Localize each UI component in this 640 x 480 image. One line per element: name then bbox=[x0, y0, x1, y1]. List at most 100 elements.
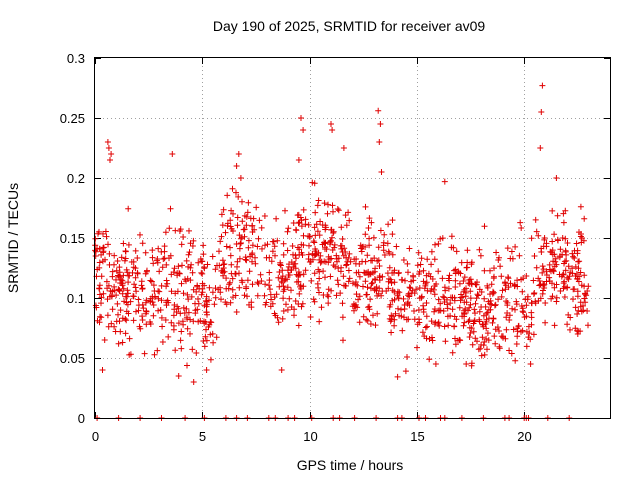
data-point bbox=[447, 300, 454, 307]
data-point bbox=[484, 282, 491, 289]
data-point bbox=[581, 215, 588, 222]
data-point bbox=[137, 325, 144, 332]
data-point bbox=[467, 288, 474, 295]
data-point bbox=[279, 279, 285, 286]
data-point bbox=[134, 270, 141, 277]
data-point bbox=[420, 278, 427, 285]
data-point bbox=[261, 292, 268, 299]
x-tick-label: 20 bbox=[517, 429, 531, 444]
data-point bbox=[285, 225, 292, 232]
data-point bbox=[164, 280, 171, 287]
data-point bbox=[201, 282, 208, 289]
data-point bbox=[122, 330, 129, 337]
data-point bbox=[460, 278, 467, 284]
data-point bbox=[418, 293, 425, 300]
data-point bbox=[452, 277, 459, 284]
data-point bbox=[386, 264, 393, 271]
data-point bbox=[272, 312, 279, 319]
data-point bbox=[585, 283, 592, 290]
data-point bbox=[280, 295, 287, 302]
data-point bbox=[193, 350, 200, 356]
data-point bbox=[322, 222, 329, 229]
data-point bbox=[305, 221, 312, 228]
data-point bbox=[257, 271, 264, 278]
data-point bbox=[150, 312, 157, 319]
data-point bbox=[498, 273, 505, 280]
data-point bbox=[422, 324, 429, 331]
data-point bbox=[147, 319, 153, 325]
data-point bbox=[430, 286, 437, 293]
data-point bbox=[298, 115, 304, 121]
data-point bbox=[356, 319, 363, 326]
data-point bbox=[389, 217, 396, 224]
data-point bbox=[368, 219, 375, 226]
data-point bbox=[96, 319, 103, 326]
data-point bbox=[394, 292, 401, 299]
data-point bbox=[223, 301, 230, 308]
data-point bbox=[139, 240, 146, 247]
data-point bbox=[275, 319, 282, 326]
data-point bbox=[284, 306, 291, 313]
data-point bbox=[100, 290, 107, 297]
data-point bbox=[147, 277, 154, 284]
data-point bbox=[203, 367, 210, 373]
data-point bbox=[189, 346, 196, 353]
data-point bbox=[503, 314, 510, 321]
data-point bbox=[178, 345, 185, 352]
data-point bbox=[109, 306, 116, 313]
data-point bbox=[116, 287, 123, 293]
data-point bbox=[410, 273, 417, 280]
data-point bbox=[415, 307, 422, 313]
data-point bbox=[377, 227, 384, 234]
data-point bbox=[119, 290, 126, 297]
data-point bbox=[261, 213, 268, 219]
data-point bbox=[316, 318, 323, 325]
data-point bbox=[184, 275, 191, 282]
data-point bbox=[114, 300, 121, 307]
data-point bbox=[239, 218, 246, 225]
data-point bbox=[209, 289, 216, 296]
data-point bbox=[572, 263, 579, 270]
data-point bbox=[96, 246, 103, 252]
data-point bbox=[203, 337, 210, 344]
data-point bbox=[367, 257, 374, 264]
data-point bbox=[291, 312, 297, 319]
data-point bbox=[295, 273, 302, 279]
data-point bbox=[297, 283, 303, 290]
data-point bbox=[446, 272, 453, 279]
data-point bbox=[578, 239, 585, 246]
data-point bbox=[288, 267, 294, 274]
data-point bbox=[207, 356, 214, 363]
data-point bbox=[421, 285, 428, 292]
data-point bbox=[523, 313, 530, 320]
data-point bbox=[539, 82, 546, 89]
data-point bbox=[271, 243, 278, 250]
data-point bbox=[419, 329, 426, 336]
data-point bbox=[355, 296, 362, 303]
data-point bbox=[546, 266, 553, 273]
chart-title: Day 190 of 2025, SRMTID for receiver av0… bbox=[213, 18, 486, 34]
data-point bbox=[309, 256, 316, 263]
data-point bbox=[298, 303, 305, 310]
data-point bbox=[119, 315, 126, 322]
data-point bbox=[428, 318, 435, 325]
data-point bbox=[174, 288, 181, 295]
data-point bbox=[492, 326, 499, 333]
data-point bbox=[185, 263, 192, 270]
data-point bbox=[389, 251, 396, 258]
data-point bbox=[366, 215, 373, 222]
data-point bbox=[102, 256, 108, 263]
data-point bbox=[314, 228, 321, 235]
data-point bbox=[158, 248, 165, 255]
data-point bbox=[227, 252, 234, 259]
data-point bbox=[221, 261, 228, 267]
data-point bbox=[159, 264, 166, 271]
data-point bbox=[134, 255, 141, 261]
data-point bbox=[218, 211, 225, 218]
data-point bbox=[468, 362, 475, 369]
data-point bbox=[125, 205, 132, 212]
data-point bbox=[405, 292, 412, 299]
data-point bbox=[441, 178, 448, 185]
data-point bbox=[376, 263, 383, 269]
data-point bbox=[560, 285, 567, 292]
